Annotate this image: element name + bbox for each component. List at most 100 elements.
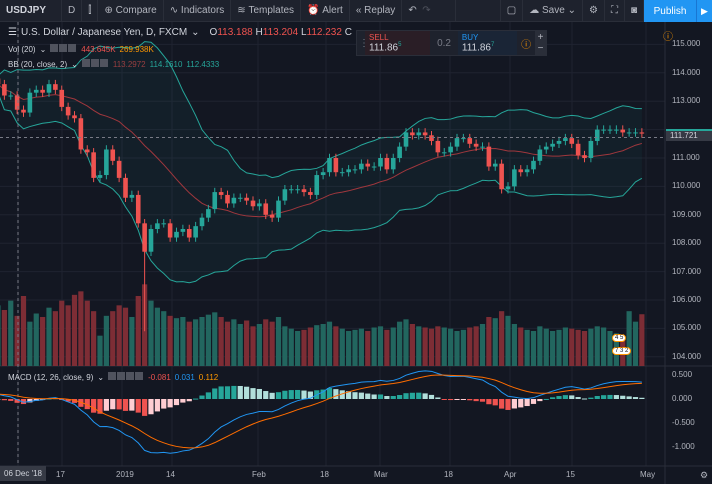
volume-bar bbox=[581, 331, 588, 366]
signal-value: 0.112 bbox=[198, 372, 219, 382]
macd-histogram-bar bbox=[428, 394, 435, 399]
drag-handle[interactable]: ⋮ bbox=[359, 37, 369, 49]
candle-body bbox=[556, 140, 562, 144]
redo-icon[interactable]: ↷ bbox=[422, 5, 431, 16]
volume-label[interactable]: Vol (20) bbox=[8, 44, 36, 54]
symbol-title[interactable]: U.S. Dollar / Japanese Yen, D, FXCM bbox=[20, 27, 188, 38]
macd-histogram-bar bbox=[409, 392, 415, 399]
interval-button[interactable]: D bbox=[62, 0, 83, 22]
macd-histogram-bar bbox=[186, 399, 192, 402]
candle-body bbox=[33, 89, 39, 93]
macd-histogram-bar bbox=[326, 388, 333, 399]
camera-icon[interactable]: ◙ bbox=[625, 0, 644, 22]
macd-histogram-bar bbox=[301, 390, 307, 399]
warning-icon[interactable]: ⓘ bbox=[663, 32, 673, 43]
bb-label[interactable]: BB (20, close, 2) bbox=[8, 59, 68, 69]
volume-bar bbox=[288, 328, 294, 366]
legend-buttons[interactable] bbox=[81, 59, 109, 69]
publish-button[interactable]: Publish bbox=[644, 0, 696, 22]
time-tick: 18 bbox=[320, 470, 329, 479]
candle-body bbox=[314, 175, 320, 195]
candle-body bbox=[339, 172, 345, 174]
h-label: H bbox=[255, 27, 263, 38]
macd-legend: MACD (12, 26, close, 9) ⌄ -0.081 0.031 0.… bbox=[8, 372, 219, 382]
macd-histogram-bar bbox=[365, 393, 371, 399]
macd-histogram-bar bbox=[613, 395, 619, 399]
candle-body bbox=[212, 192, 218, 210]
macd-histogram-bar bbox=[84, 399, 90, 410]
candle-body bbox=[186, 229, 192, 238]
candle-body bbox=[582, 155, 587, 158]
event-flag-us[interactable]: 4 5 bbox=[612, 334, 627, 342]
templates-button[interactable]: ≋ Templates bbox=[231, 0, 302, 22]
minus-icon[interactable]: − bbox=[537, 43, 544, 54]
compare-button[interactable]: ⊕ Compare bbox=[98, 0, 164, 22]
alert-button[interactable]: ⏰ Alert bbox=[301, 0, 350, 22]
volume-bar bbox=[8, 300, 14, 366]
undo-icon[interactable]: ↶ bbox=[408, 5, 417, 16]
volume-bar bbox=[518, 327, 524, 366]
candle-body bbox=[174, 231, 179, 238]
bb-fill bbox=[0, 41, 642, 283]
candle-body bbox=[91, 152, 96, 178]
sell-button[interactable]: SELL 111.865 bbox=[365, 31, 431, 55]
candle-body bbox=[607, 129, 613, 131]
low-value: 112.232 bbox=[306, 27, 342, 38]
macd-histogram-bar bbox=[486, 399, 492, 405]
volume-bar bbox=[403, 319, 409, 366]
candle-body bbox=[569, 138, 575, 144]
plus-icon[interactable]: + bbox=[537, 32, 544, 43]
macd-tick: -1.000 bbox=[672, 442, 695, 451]
symbol-search[interactable]: USDJPY bbox=[0, 0, 62, 22]
candle-body bbox=[499, 163, 504, 190]
buy-price: 111.86 bbox=[461, 42, 491, 54]
volume-bar bbox=[530, 331, 537, 366]
macd-histogram-bar bbox=[148, 399, 154, 415]
volume-bar bbox=[301, 329, 307, 366]
candle-body bbox=[180, 229, 186, 232]
chart-canvas[interactable] bbox=[0, 22, 712, 484]
volume-bar bbox=[556, 329, 562, 366]
macd-label[interactable]: MACD (12, 26, close, 9) bbox=[8, 372, 94, 382]
cloud-icon: ☁ bbox=[529, 5, 543, 16]
event-flag-jp[interactable]: 7 3 2 bbox=[612, 347, 632, 355]
volume-bar bbox=[167, 315, 173, 366]
candle-body bbox=[327, 158, 332, 173]
candle-body bbox=[422, 132, 428, 136]
macd-histogram-bar bbox=[492, 399, 498, 406]
candles-icon[interactable]: ⫿ bbox=[82, 0, 99, 22]
volume-bar bbox=[594, 326, 600, 366]
legend-buttons[interactable] bbox=[50, 44, 77, 54]
save-button[interactable]: ☁ Save ⌄ bbox=[523, 0, 583, 22]
axis-settings-gear-icon[interactable]: ⚙ bbox=[700, 470, 709, 480]
candle-body bbox=[467, 138, 473, 144]
undo-redo[interactable]: ↶ ↷ bbox=[402, 0, 457, 22]
candle-body bbox=[365, 163, 371, 167]
hide-legend-icon[interactable]: ☰ bbox=[8, 27, 17, 38]
macd-histogram-bar bbox=[122, 399, 129, 411]
legend-buttons[interactable] bbox=[108, 372, 144, 382]
settings-gear-icon[interactable]: ⚙ bbox=[583, 0, 605, 22]
candle-body bbox=[21, 109, 26, 113]
bb-basis-line bbox=[0, 85, 643, 218]
volume-bar bbox=[467, 327, 473, 366]
volume-bar bbox=[428, 328, 435, 366]
volume-bar bbox=[435, 326, 441, 366]
buy-button[interactable]: BUY 111.867 bbox=[457, 31, 518, 55]
time-tick: Feb bbox=[252, 470, 266, 479]
macd-histogram-bar bbox=[371, 394, 377, 399]
candle-body bbox=[512, 169, 517, 187]
volume-bar bbox=[244, 320, 250, 366]
info-icon[interactable]: ⓘ bbox=[521, 39, 532, 51]
indicators-button[interactable]: ∿ Indicators bbox=[164, 0, 232, 22]
macd-histogram-bar bbox=[441, 399, 447, 400]
volume-bar bbox=[46, 307, 52, 366]
quantity-stepper[interactable]: + − bbox=[535, 31, 546, 55]
play-icon[interactable]: ▶ bbox=[696, 0, 712, 22]
replay-button[interactable]: « Replay bbox=[350, 0, 403, 22]
volume-bar bbox=[205, 314, 211, 366]
volume-bar bbox=[397, 321, 403, 366]
candle-body bbox=[218, 192, 224, 195]
layout-button[interactable]: ▢ bbox=[499, 0, 524, 22]
fullscreen-icon[interactable]: ⛶ bbox=[605, 0, 625, 22]
